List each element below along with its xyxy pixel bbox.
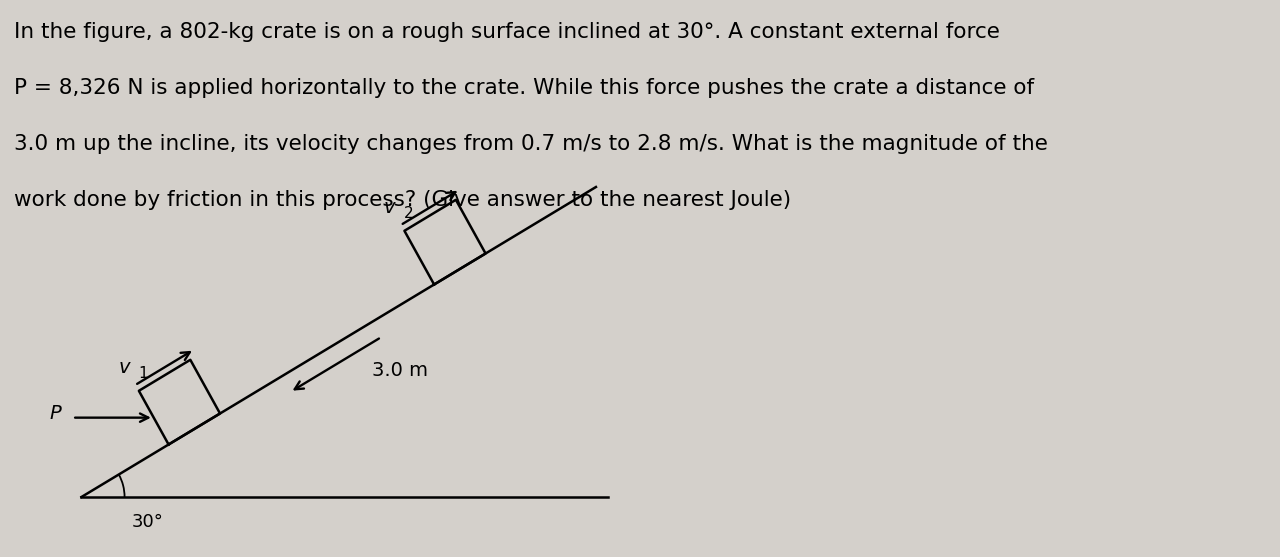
- Text: v: v: [119, 358, 131, 377]
- Text: P = 8,326 N is applied horizontally to the crate. While this force pushes the cr: P = 8,326 N is applied horizontally to t…: [14, 78, 1034, 98]
- Text: In the figure, a 802-kg crate is on a rough surface inclined at 30°. A constant : In the figure, a 802-kg crate is on a ro…: [14, 22, 1000, 42]
- Text: 1: 1: [138, 367, 148, 382]
- Text: 3.0 m up the incline, its velocity changes from 0.7 m/s to 2.8 m/s. What is the : 3.0 m up the incline, its velocity chang…: [14, 134, 1048, 154]
- Text: work done by friction in this process? (Give answer to the nearest Joule): work done by friction in this process? (…: [14, 190, 791, 210]
- Text: v: v: [384, 198, 396, 217]
- Text: 2: 2: [404, 206, 413, 221]
- Text: 3.0 m: 3.0 m: [372, 361, 428, 380]
- Text: P: P: [49, 404, 60, 423]
- Text: 30°: 30°: [132, 513, 163, 531]
